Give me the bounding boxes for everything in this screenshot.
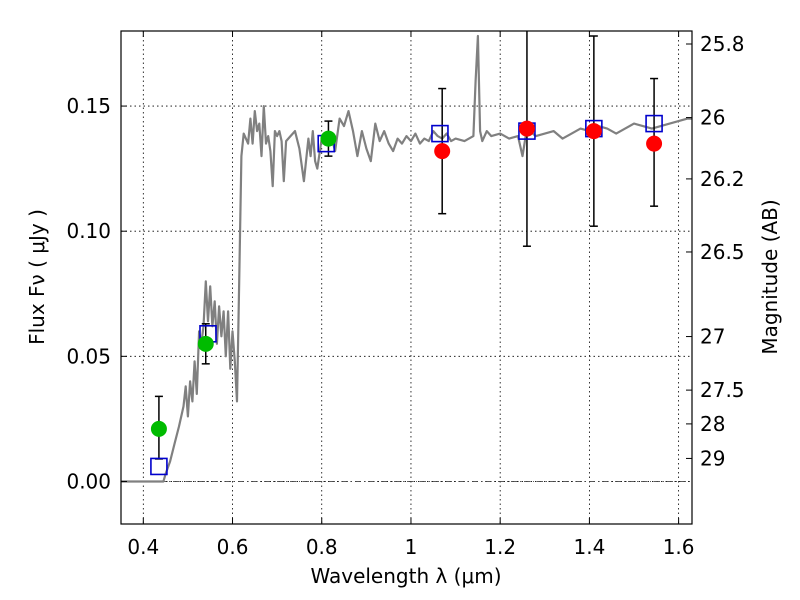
data-point-green (197, 335, 214, 352)
markers (150, 114, 663, 476)
y2-ticks: 25.8 26 26.2 26.5 27 27.5 28 29 (686, 32, 745, 470)
y-ticks: 0.00 0.05 0.10 0.15 (66, 94, 127, 493)
y2-tick-label: 27.5 (700, 378, 745, 402)
data-point-red (585, 123, 602, 140)
y2-tick-label: 26 (700, 106, 725, 130)
y-tick-label: 0.05 (66, 344, 111, 368)
y-tick-label: 0.00 (66, 469, 111, 493)
y-tick-label: 0.15 (66, 94, 111, 118)
model-point-square (431, 124, 449, 143)
x-tick-label: 1.6 (663, 535, 695, 559)
y-axis-label: Flux Fν ( μJy ) (25, 209, 49, 345)
y-tick-label: 0.10 (66, 219, 111, 243)
y2-tick-label: 26.5 (700, 240, 745, 264)
data-point-red (518, 120, 535, 137)
data-point-red (434, 143, 451, 160)
model-point-square (150, 457, 168, 476)
data-point-red (646, 135, 663, 152)
x-tick-label: 0.6 (217, 535, 249, 559)
y2-tick-label: 28 (700, 412, 725, 436)
model-point-square (645, 114, 663, 133)
x-axis-label: Wavelength λ (μm) (310, 564, 501, 588)
y2-tick-label: 27 (700, 325, 725, 349)
y2-tick-label: 26.2 (700, 167, 745, 191)
y2-axis-label: Magnitude (AB) (758, 199, 782, 354)
y2-tick-label: 29 (700, 446, 725, 470)
x-ticks: 0.4 0.6 0.8 1 1.2 1.4 1.6 (127, 31, 695, 559)
x-tick-label: 0.8 (306, 535, 338, 559)
x-tick-label: 0.4 (127, 535, 159, 559)
x-tick-label: 1.2 (484, 535, 516, 559)
y2-tick-label: 25.8 (700, 32, 745, 56)
data-point-green (150, 420, 167, 437)
plot-background (121, 31, 692, 524)
data-point-green (320, 130, 337, 147)
plot-frame (120, 30, 693, 525)
x-tick-label: 1.4 (573, 535, 605, 559)
x-tick-label: 1 (405, 535, 418, 559)
grid (121, 31, 692, 524)
